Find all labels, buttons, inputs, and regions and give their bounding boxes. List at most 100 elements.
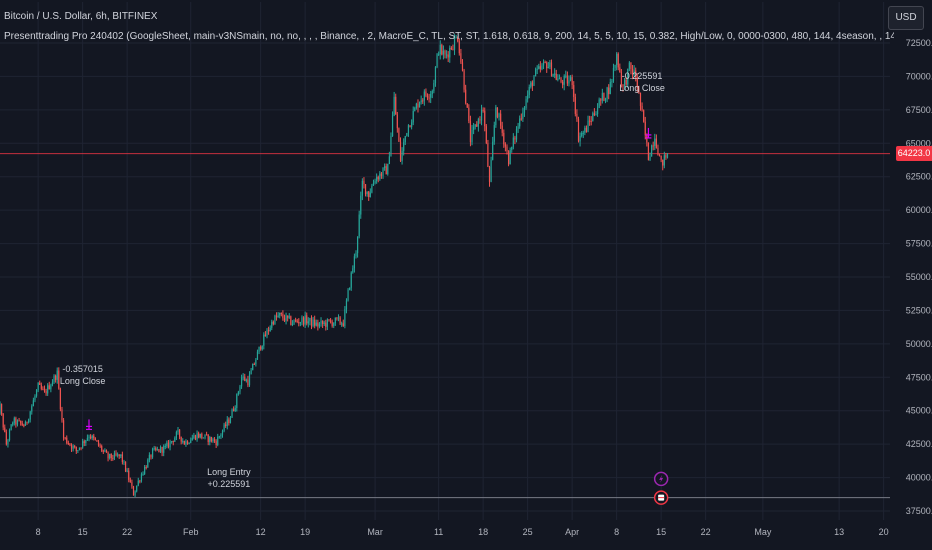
candle-body (401, 150, 403, 162)
candle-body (161, 447, 163, 453)
candle-body (490, 159, 492, 182)
candle-body (279, 312, 281, 316)
candle-body (476, 124, 478, 127)
candle-body (391, 115, 394, 137)
trade-annotation-label: Long Entry (207, 467, 251, 477)
candle-body (360, 195, 362, 215)
date-axis-label: 8 (614, 527, 619, 537)
candle-body (250, 370, 252, 375)
candle-body (434, 67, 437, 84)
candle-body (39, 382, 41, 385)
candle-body (377, 176, 379, 180)
candle-body (585, 127, 588, 132)
candle-body (482, 109, 484, 111)
candle-body (498, 113, 500, 118)
price-axis-label: 37500.0 (906, 506, 932, 516)
price-axis-label: 40000.0 (906, 473, 932, 483)
candle-body (2, 413, 4, 428)
candle-body (290, 316, 292, 325)
candle-body (88, 436, 90, 438)
candle-body (269, 327, 271, 332)
candle-body (288, 316, 290, 318)
candle-body (12, 422, 14, 425)
candle-body (228, 419, 230, 424)
candle-body (455, 37, 457, 39)
candle-body (590, 120, 592, 122)
candle-body (272, 321, 274, 325)
candle-body (484, 110, 486, 127)
candle-body (466, 103, 468, 108)
candle-body (193, 435, 195, 438)
candle-body (639, 92, 642, 107)
candle-body (240, 377, 243, 387)
candle-body (361, 180, 363, 196)
candle-body (576, 113, 578, 119)
candle-body (302, 317, 305, 325)
candle-body (473, 126, 475, 130)
candle-body (566, 75, 568, 84)
candle-body (458, 41, 460, 54)
candle-body (312, 319, 314, 326)
candle-body (614, 64, 616, 68)
candle-body (450, 47, 452, 50)
annotations: -0.357015 Long Close Long Entry +0.225591 -0… (60, 71, 669, 505)
candle-body (245, 379, 247, 381)
candle-body (417, 103, 419, 108)
candle-body (253, 364, 255, 366)
candle-body (67, 442, 69, 444)
candle-body (299, 322, 301, 324)
currency-button[interactable]: USD (888, 6, 924, 30)
date-axis-label: May (754, 527, 772, 537)
candle-body (622, 84, 624, 87)
candle-body (274, 315, 276, 325)
candle-body (603, 92, 605, 101)
candle-body (584, 127, 586, 133)
candle-body (171, 441, 173, 443)
candle-body (627, 68, 629, 85)
lightning-shape (659, 474, 664, 483)
lightning-icon[interactable] (653, 471, 669, 487)
candle-body (555, 73, 557, 80)
candle-body (275, 315, 278, 318)
candle-body (452, 49, 454, 51)
candle-body (261, 345, 263, 350)
candle-body (50, 385, 52, 390)
candle-body (461, 62, 464, 71)
candle-body (512, 137, 514, 147)
candle-body (592, 113, 594, 122)
candle-body (51, 382, 54, 386)
candle-body (156, 449, 158, 451)
candle-body (550, 62, 553, 77)
indicator-legend[interactable]: Presenttrading Pro 240402 (GoogleSheet, … (4, 31, 894, 42)
flag-icon[interactable] (653, 490, 669, 505)
candle-body (660, 155, 662, 160)
candle-body (380, 173, 383, 176)
candle-body (217, 436, 219, 445)
candle-body (23, 425, 25, 427)
candle-body (115, 453, 117, 456)
candle-body (350, 272, 352, 288)
price-axis-label: 47500.0 (906, 372, 932, 382)
candle-body (496, 107, 499, 118)
candle-body (647, 142, 650, 161)
candle-body (623, 79, 626, 87)
candle-body (0, 404, 3, 414)
candle-body (53, 375, 55, 383)
candle-body (368, 191, 370, 198)
candle-body (457, 37, 459, 42)
price-axis-label: 55000.0 (906, 272, 932, 282)
candle-body (158, 449, 160, 452)
candle-body (190, 440, 192, 443)
candle-body (237, 391, 239, 395)
candle-body (62, 420, 65, 438)
candle-body (206, 434, 208, 436)
candle-body (136, 485, 138, 492)
candle-body (604, 98, 607, 101)
candle-body (396, 114, 398, 129)
candle-body (309, 317, 311, 322)
candle-body (563, 75, 565, 85)
date-axis-label: 15 (656, 527, 666, 537)
candle-body (61, 409, 63, 421)
